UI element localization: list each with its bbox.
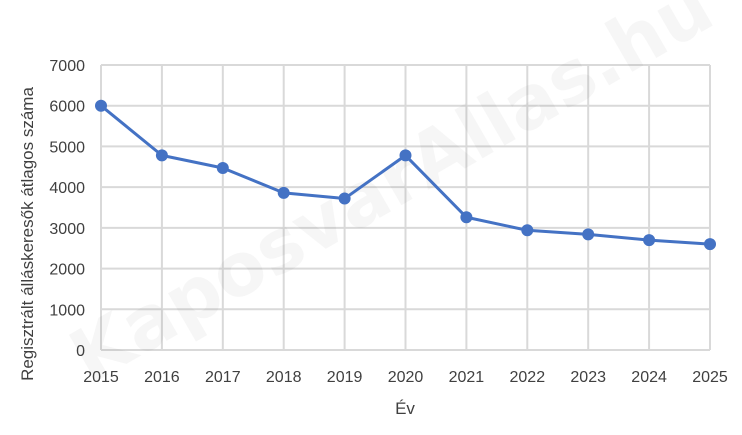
x-tick-label: 2020 (388, 369, 424, 386)
gridlines (100, 64, 711, 351)
data-point-marker (582, 228, 595, 241)
y-tick-label: 6000 (49, 99, 85, 116)
y-tick-label: 5000 (49, 139, 85, 156)
y-axis-title: Regisztrált álláskeresők átlagos száma (18, 87, 37, 381)
x-tick-label: 2021 (449, 369, 485, 386)
x-tick-label: 2019 (327, 369, 363, 386)
data-point-marker (643, 234, 656, 247)
data-point-marker (704, 238, 716, 251)
watermark: KaposvarAllas.hu (56, 0, 727, 401)
data-point-marker (460, 211, 473, 224)
y-tick-label: 1000 (49, 302, 85, 319)
x-axis-ticks: 2015 2016 2017 2018 2019 2020 2021 2022 2023 2024… (83, 369, 728, 386)
x-tick-label: 2022 (510, 369, 546, 386)
data-point-marker (155, 149, 168, 162)
y-axis-ticks: 0 1000 2000 3000 4000 5000 6000 7000 (49, 58, 85, 360)
x-tick-label: 2015 (83, 369, 119, 386)
x-tick-label: 2018 (266, 369, 302, 386)
data-point-marker (216, 162, 229, 175)
x-axis-title: Év (395, 399, 415, 418)
x-tick-label: 2017 (205, 369, 241, 386)
x-tick-label: 2016 (144, 369, 180, 386)
y-tick-label: 2000 (49, 262, 85, 279)
data-point-marker (521, 224, 534, 237)
data-series (95, 99, 716, 251)
x-tick-label: 2025 (692, 369, 728, 386)
x-tick-label: 2023 (570, 369, 606, 386)
y-tick-label: 7000 (49, 58, 85, 75)
data-point-marker (338, 192, 351, 205)
data-point-marker (95, 99, 107, 112)
y-tick-label: 0 (76, 343, 85, 360)
data-point-marker (399, 149, 412, 162)
x-tick-label: 2024 (631, 369, 667, 386)
y-tick-label: 4000 (49, 180, 85, 197)
y-tick-label: 3000 (49, 221, 85, 238)
data-point-marker (277, 186, 290, 199)
